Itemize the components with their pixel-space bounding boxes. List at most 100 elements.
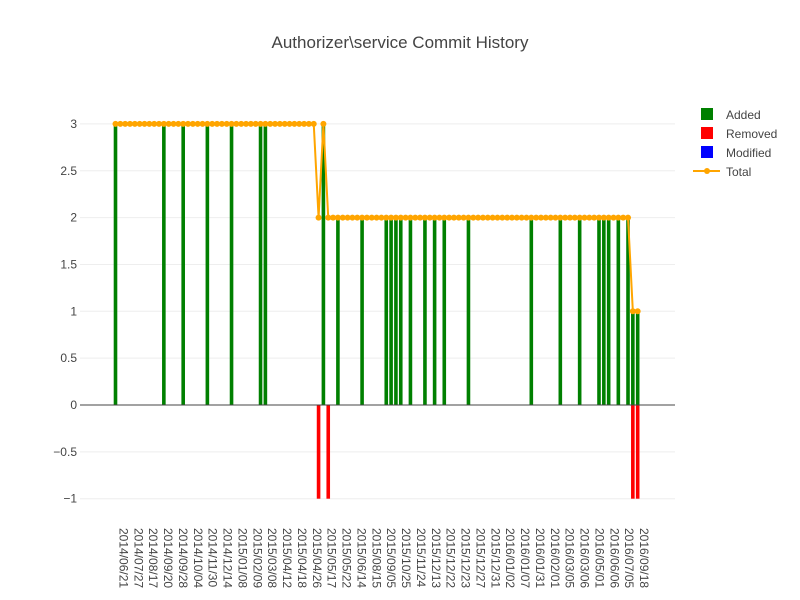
total-point	[146, 120, 153, 127]
total-point	[204, 120, 211, 127]
bar-added	[389, 217, 393, 405]
total-point	[475, 214, 482, 221]
total-point	[562, 214, 569, 221]
total-point	[508, 214, 515, 221]
total-point	[286, 120, 293, 127]
bar-added	[635, 311, 640, 405]
total-point	[296, 120, 303, 127]
x-tick-label: 2015/01/08	[235, 528, 249, 588]
total-point	[455, 214, 462, 221]
total-point	[388, 214, 395, 221]
y-axis-ticks: 3 2.5 2 1.5 1 0.5 0 −0.5 −1	[53, 117, 77, 506]
x-tick-label: 2015/09/05	[384, 528, 398, 588]
y-tick-label: 3	[70, 117, 77, 131]
total-point	[180, 120, 187, 127]
total-point	[460, 214, 467, 221]
x-tick-label: 2014/09/20	[161, 528, 175, 588]
x-tick-label: 2015/06/14	[354, 528, 368, 588]
bar-added	[162, 123, 166, 406]
total-point	[441, 214, 448, 221]
total-point	[175, 120, 182, 127]
x-tick-label: 2016/02/01	[548, 528, 562, 588]
total-point	[615, 214, 622, 221]
total-point	[209, 120, 216, 127]
total-point	[112, 120, 119, 127]
x-tick-label: 2016/01/02	[503, 528, 517, 588]
x-tick-label: 2014/09/28	[176, 528, 190, 588]
bar-added	[616, 217, 621, 405]
total-point	[436, 214, 443, 221]
total-point	[591, 214, 598, 221]
total-point	[557, 214, 564, 221]
total-point	[252, 120, 259, 127]
total-point	[194, 120, 201, 127]
total-point	[238, 120, 245, 127]
bar-added	[113, 123, 118, 406]
total-point	[199, 120, 206, 127]
bar-added	[398, 217, 403, 405]
bar-added	[597, 217, 601, 405]
x-tick-label: 2015/05/17	[325, 528, 339, 588]
total-point	[412, 214, 419, 221]
x-tick-label: 2015/03/08	[265, 528, 279, 588]
total-point	[325, 214, 332, 221]
bar-added	[626, 217, 630, 405]
total-point	[470, 214, 477, 221]
total-point	[354, 214, 361, 221]
total-point	[141, 120, 148, 127]
bar-added	[394, 217, 398, 405]
total-point	[552, 214, 559, 221]
total-point	[214, 120, 221, 127]
legend-item-total[interactable]: Total	[693, 165, 751, 179]
legend[interactable]: Added Removed Modified Total	[693, 108, 777, 179]
x-tick-label: 2016/01/07	[518, 528, 532, 588]
total-point	[625, 214, 632, 221]
y-tick-label: 2.5	[60, 164, 77, 178]
total-point	[131, 120, 138, 127]
total-point	[421, 214, 428, 221]
total-point	[600, 214, 607, 221]
total-point	[547, 214, 554, 221]
total-point	[363, 214, 370, 221]
total-point	[315, 214, 322, 221]
total-point	[581, 214, 588, 221]
bar-added	[229, 123, 234, 406]
x-tick-label: 2015/12/13	[429, 528, 443, 588]
x-tick-label: 2015/12/23	[459, 528, 473, 588]
chart-title: Authorizer\service Commit History	[271, 33, 529, 52]
bar-removed	[316, 405, 321, 499]
total-point	[494, 214, 501, 221]
x-tick-label: 2014/06/21	[117, 528, 131, 588]
x-tick-label: 2015/12/31	[488, 528, 502, 588]
total-point	[310, 120, 317, 127]
bar-added	[466, 217, 471, 405]
y-tick-label: −1	[63, 492, 77, 506]
x-tick-label: 2016/06/06	[607, 528, 621, 588]
total-point	[136, 120, 143, 127]
y-tick-label: 1	[70, 304, 77, 318]
total-point	[233, 120, 240, 127]
x-tick-label: 2014/10/04	[191, 528, 205, 588]
total-point	[499, 214, 506, 221]
total-point	[218, 120, 225, 127]
total-point	[228, 120, 235, 127]
total-point	[566, 214, 573, 221]
bar-added	[181, 123, 185, 406]
grid-lines	[80, 123, 675, 500]
total-point	[305, 120, 312, 127]
legend-item-added[interactable]: Added	[701, 108, 761, 122]
bar-added	[336, 217, 340, 405]
total-point	[523, 214, 530, 221]
total-point	[189, 120, 196, 127]
total-point	[127, 120, 134, 127]
x-tick-label: 2016/09/18	[637, 528, 651, 588]
legend-swatch-removed	[701, 127, 713, 139]
total-point	[518, 214, 525, 221]
bar-added	[321, 123, 326, 406]
total-point	[426, 214, 433, 221]
total-point	[450, 214, 457, 221]
legend-item-modified[interactable]: Modified	[701, 146, 771, 160]
legend-item-removed[interactable]: Removed	[701, 127, 777, 141]
bar-added	[558, 217, 563, 405]
total-point	[513, 214, 520, 221]
